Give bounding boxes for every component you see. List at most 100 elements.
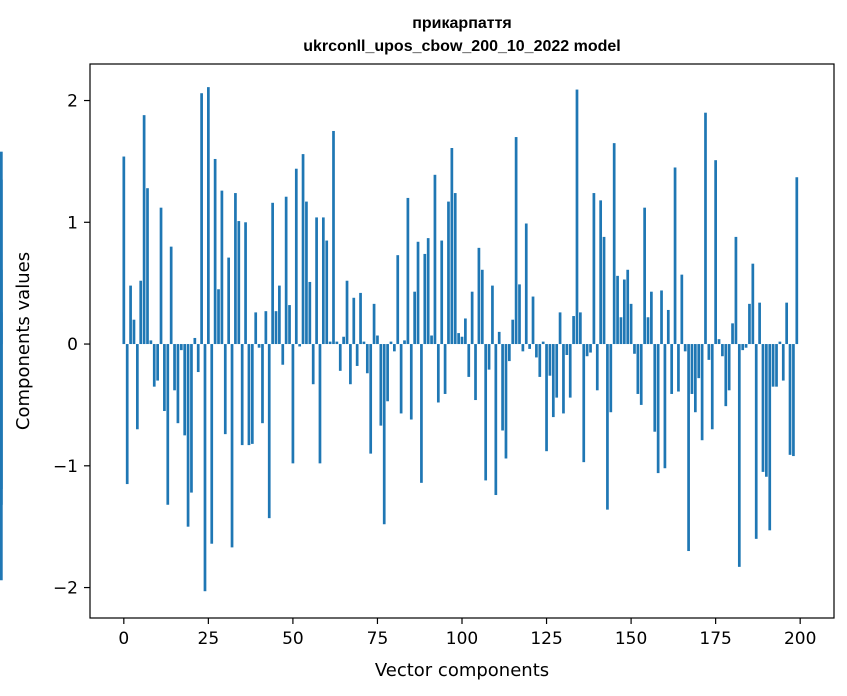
bar-80 — [393, 344, 396, 352]
bar-44 — [271, 202, 274, 345]
bar-39 — [254, 312, 258, 345]
bar-10 — [156, 344, 159, 381]
bar-73 — [369, 344, 373, 454]
bar-130 — [562, 344, 565, 414]
bar-42 — [264, 311, 268, 345]
bar-187 — [754, 344, 758, 539]
bar-138 — [589, 344, 592, 353]
bar-65 — [342, 336, 345, 345]
bar-26 — [210, 344, 214, 544]
bar-2 — [129, 285, 132, 345]
bar-77 — [382, 344, 386, 525]
bar-25 — [207, 87, 210, 345]
bar-103 — [470, 291, 474, 345]
chart-title-line-2: ukrconll_upos_cbow_200_10_2022 model — [303, 38, 620, 55]
bar-185 — [748, 303, 751, 345]
bar-72 — [365, 344, 369, 374]
bar-121 — [531, 296, 535, 345]
bar-132 — [568, 344, 572, 398]
bar-112 — [501, 344, 504, 431]
y-axis-label: Components values — [13, 252, 34, 430]
bar-34 — [237, 221, 241, 345]
bar-182 — [737, 344, 741, 567]
bar-49 — [288, 305, 291, 345]
bar-40 — [257, 344, 261, 348]
bar-28 — [217, 289, 220, 345]
bar-61 — [328, 341, 332, 345]
bar-115 — [511, 319, 515, 345]
bar-124 — [541, 341, 545, 345]
bar-164 — [677, 344, 680, 392]
x-tick-label: 125 — [530, 629, 562, 649]
bar-162 — [670, 344, 674, 394]
bar-186 — [751, 263, 755, 345]
bar-76 — [379, 344, 383, 426]
bar-159 — [660, 290, 663, 345]
bar-104 — [474, 344, 477, 401]
x-tick-label: 75 — [367, 629, 389, 649]
bar-15 — [173, 344, 176, 391]
bar-74 — [372, 303, 376, 345]
bar-23 — [200, 93, 203, 345]
bar-183 — [741, 344, 745, 351]
x-tick-label: 50 — [282, 629, 304, 649]
bar-57 — [315, 217, 318, 345]
bar-53 — [301, 154, 305, 345]
bar-97 — [450, 148, 454, 345]
bar-14 — [169, 246, 173, 345]
bar-118 — [521, 344, 525, 352]
bar-190 — [765, 344, 768, 477]
bar-29 — [220, 190, 224, 345]
bar-21 — [193, 337, 197, 345]
bar-101 — [464, 318, 467, 345]
bar-85 — [409, 344, 413, 420]
x-tick-label: 150 — [615, 629, 647, 649]
chart-title-line-1: прикарпаття — [412, 15, 512, 32]
bar-157 — [653, 344, 657, 432]
bar-92 — [433, 174, 437, 345]
bar-9 — [152, 344, 156, 387]
bar-22 — [196, 344, 200, 373]
bar-71 — [362, 341, 366, 345]
bar-38 — [250, 344, 254, 444]
bar-134 — [575, 89, 579, 345]
bar-160 — [663, 344, 667, 469]
bar-125 — [545, 344, 548, 452]
bar-170 — [697, 344, 701, 379]
bar-196 — [785, 302, 789, 345]
bar-64 — [338, 344, 342, 371]
bar-189 — [761, 344, 765, 472]
bar-87 — [416, 241, 420, 345]
bar-66 — [345, 280, 349, 345]
y-tick-label: 2 — [67, 92, 78, 112]
y-axis: −2 −1 0 1 2 — [53, 92, 90, 599]
bar-55 — [308, 281, 312, 345]
bar-56 — [311, 344, 315, 385]
bar-199 — [795, 177, 799, 345]
bar-69 — [355, 344, 359, 366]
bar-167 — [687, 344, 690, 552]
bar-106 — [480, 269, 484, 345]
x-tick-label: 25 — [198, 629, 220, 649]
bar-35 — [240, 344, 244, 446]
bar-93 — [436, 344, 440, 403]
bar-90 — [426, 238, 430, 345]
bar-51 — [294, 168, 298, 345]
bar-146 — [616, 275, 619, 345]
bar-63 — [335, 341, 339, 345]
bar-58 — [318, 344, 322, 464]
bar-161 — [666, 309, 670, 345]
bar-60 — [325, 240, 329, 345]
bar-102 — [467, 344, 471, 377]
bar-154 — [643, 207, 646, 345]
bar-141 — [599, 200, 603, 345]
bar-6 — [142, 115, 146, 345]
bar-129 — [558, 312, 562, 345]
bar-33 — [234, 193, 237, 345]
bar-37 — [247, 344, 251, 446]
y-tick-label: −1 — [53, 457, 78, 477]
bar-110 — [494, 344, 498, 496]
bar-197 — [788, 344, 792, 455]
bar-181 — [734, 236, 738, 345]
x-tick-label: 100 — [446, 629, 478, 649]
